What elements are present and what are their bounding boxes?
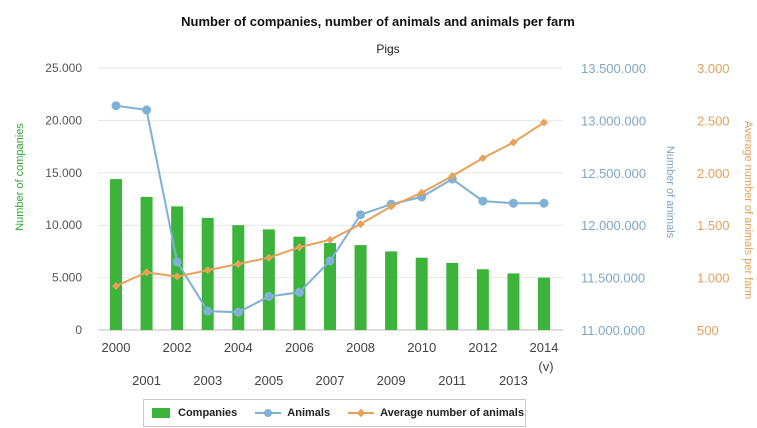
point-animals-2002 <box>172 257 182 267</box>
right-tick-label: 1.000 <box>697 271 730 286</box>
point-animals-2007 <box>325 256 335 266</box>
x-tick-label: 2007 <box>316 373 345 388</box>
middle-tick-label: 12.500.000 <box>581 166 646 181</box>
left-tick-label: 10.000 <box>45 218 82 232</box>
point-average-2005 <box>264 253 273 262</box>
point-animals-2014 <box>539 198 549 208</box>
x-axis-note: (v) <box>538 359 553 374</box>
point-average-2009 <box>387 202 396 211</box>
right-axis-ticks: 500 1.000 1.500 2.000 2.500 3.000 <box>697 61 730 338</box>
x-tick-label: 2011 <box>438 373 466 388</box>
x-tick-label: 2010 <box>407 340 436 355</box>
x-tick-label: 2012 <box>468 340 497 355</box>
x-tick-label: 2009 <box>377 373 406 388</box>
right-tick-label: 500 <box>697 323 719 338</box>
legend-label-average: Average number of animals <box>380 407 524 419</box>
left-tick-label: 15.000 <box>45 166 82 180</box>
point-animals-2001 <box>142 105 152 115</box>
chart-subtitle: Pigs <box>376 42 399 56</box>
legend-swatch-companies <box>152 408 170 418</box>
bar-companies-2009 <box>385 251 398 330</box>
bar-companies-2008 <box>354 245 367 330</box>
middle-tick-label: 11.500.000 <box>581 271 645 286</box>
point-average-2008 <box>356 220 365 229</box>
x-tick-label: 2003 <box>193 373 222 388</box>
legend-swatch-animals <box>255 408 282 418</box>
x-tick-label: 2006 <box>285 340 314 355</box>
middle-tick-label: 12.000.000 <box>581 218 646 233</box>
x-tick-label: 2008 <box>346 340 375 355</box>
legend-label-animals: Animals <box>287 407 331 419</box>
bar-companies-2005 <box>262 229 275 330</box>
bar-companies-2014 <box>538 277 550 330</box>
legend-swatch-average <box>348 408 375 418</box>
point-animals-2005 <box>264 291 274 301</box>
point-average-2014 <box>540 118 548 127</box>
point-average-2007 <box>326 235 334 244</box>
point-average-2001 <box>142 268 151 277</box>
point-average-2003 <box>203 266 212 275</box>
left-tick-label: 0 <box>75 323 82 337</box>
point-animals-2008 <box>356 210 366 220</box>
bar-companies-2004 <box>232 225 245 330</box>
bar-companies-2010 <box>415 257 428 330</box>
middle-axis-ticks: 11.000.000 11.500.000 12.000.000 12.500.000… <box>581 61 646 338</box>
line-series <box>111 101 549 317</box>
x-tick-label: 2013 <box>499 373 528 388</box>
right-tick-label: 2.500 <box>697 113 730 128</box>
point-animals-2003 <box>203 306 213 316</box>
x-tick-label: 2002 <box>163 340 192 355</box>
bar-companies-2002 <box>171 206 184 330</box>
legend: Companies Animals Average number of anim… <box>143 399 526 427</box>
point-animals-2006 <box>294 287 304 297</box>
right-tick-label: 2.000 <box>697 166 730 181</box>
right-tick-label: 3.000 <box>697 61 730 76</box>
point-animals-2012 <box>478 196 488 206</box>
point-average-2011 <box>448 171 457 180</box>
x-tick-label: 2005 <box>254 373 283 388</box>
chart-title: Number of companies, number of animals a… <box>181 14 575 29</box>
x-axis-ticks: 2000 2001 2002 2003 2004 2005 2006 2007 2008 2009… <box>102 340 559 388</box>
legend-label-companies: Companies <box>178 407 238 419</box>
point-average-2013 <box>509 138 518 147</box>
point-average-2006 <box>295 243 304 252</box>
bar-companies-2001 <box>140 196 153 330</box>
bar-companies-2006 <box>293 236 306 330</box>
legend-item-average[interactable]: Average number of animals <box>348 407 524 419</box>
bar-companies-2000 <box>110 179 122 330</box>
middle-tick-label: 13.000.000 <box>581 113 646 128</box>
middle-tick-label: 11.000.000 <box>581 323 645 338</box>
left-tick-label: 20.000 <box>45 113 82 127</box>
left-tick-label: 25.000 <box>45 61 82 75</box>
middle-axis-title: Number of animals <box>664 146 676 239</box>
x-tick-label: 2014 <box>530 340 559 355</box>
point-animals-2013 <box>508 198 518 208</box>
legend-item-animals[interactable]: Animals <box>255 407 330 419</box>
x-tick-label: 2000 <box>102 340 131 355</box>
point-average-2002 <box>173 272 182 281</box>
right-tick-label: 1.500 <box>697 218 730 233</box>
right-axis-title: Average number of animals per farm <box>742 121 754 299</box>
legend-item-companies[interactable]: Companies <box>152 407 237 419</box>
middle-tick-label: 13.500.000 <box>581 61 646 76</box>
point-average-2004 <box>234 259 243 268</box>
point-animals-2004 <box>233 307 243 317</box>
left-tick-label: 5.000 <box>52 271 82 285</box>
point-average-2012 <box>478 154 487 163</box>
bar-companies-2012 <box>476 269 489 330</box>
x-tick-label: 2004 <box>224 340 253 355</box>
left-axis-ticks: 0 5.000 10.000 15.000 20.000 25.000 <box>45 61 82 337</box>
point-animals-2000 <box>111 101 121 111</box>
bar-companies-2011 <box>446 262 459 330</box>
point-average-2000 <box>112 281 120 290</box>
left-axis-title: Number of companies <box>14 123 26 231</box>
x-tick-label: 2001 <box>132 373 161 388</box>
bar-companies-2013 <box>507 273 520 330</box>
point-average-2010 <box>417 188 426 197</box>
